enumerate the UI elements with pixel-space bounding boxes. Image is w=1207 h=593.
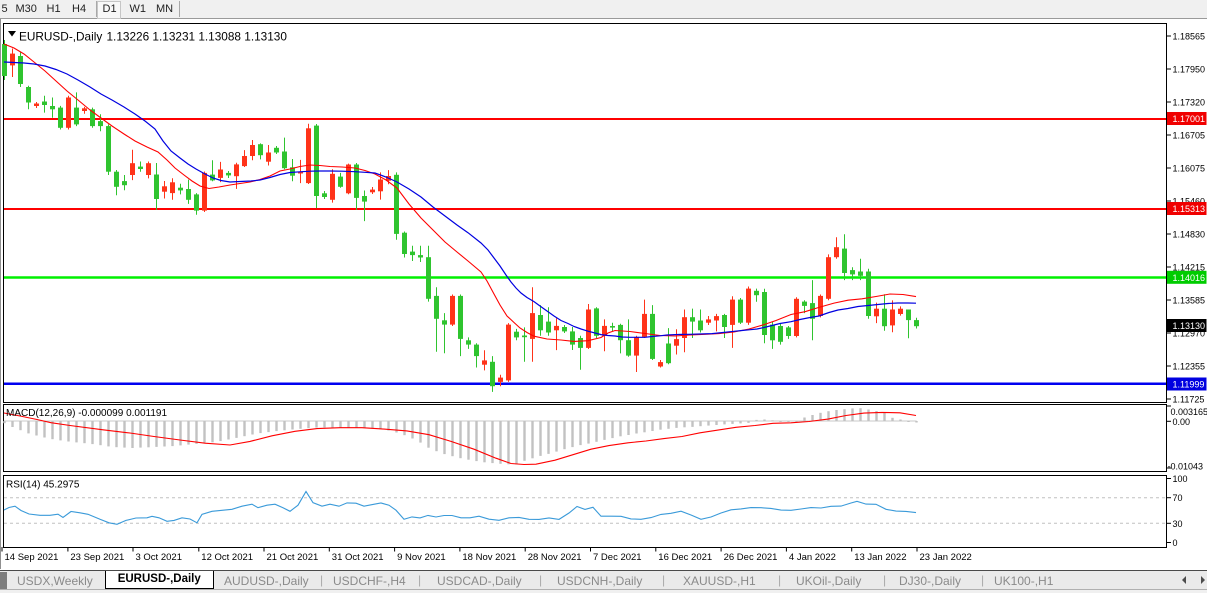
svg-text:MACD(12,26,9) -0.000099 0.0011: MACD(12,26,9) -0.000099 0.001191: [6, 408, 167, 419]
svg-text:23 Jan 2022: 23 Jan 2022: [920, 552, 972, 563]
svg-text:30: 30: [1173, 519, 1183, 529]
svg-text:0.003165: 0.003165: [1171, 407, 1207, 417]
svg-text:1.17950: 1.17950: [1173, 65, 1206, 75]
svg-text:1.11999: 1.11999: [1173, 380, 1205, 390]
svg-text:1.14830: 1.14830: [1173, 230, 1206, 240]
svg-text:1.15460: 1.15460: [1173, 197, 1206, 207]
svg-text:28 Nov 2021: 28 Nov 2021: [528, 552, 582, 563]
svg-text:1.14016: 1.14016: [1173, 273, 1206, 283]
svg-text:RSI(14) 45.2975: RSI(14) 45.2975: [6, 480, 80, 491]
svg-text:23 Sep 2021: 23 Sep 2021: [70, 552, 124, 563]
svg-text:16 Dec 2021: 16 Dec 2021: [658, 552, 712, 563]
svg-text:1.16075: 1.16075: [1173, 164, 1206, 174]
svg-text:12 Oct 2021: 12 Oct 2021: [201, 552, 253, 563]
svg-text:1.13226 1.13231 1.13088 1.1313: 1.13226 1.13231 1.13088 1.13130: [107, 30, 288, 44]
svg-text:21 Oct 2021: 21 Oct 2021: [267, 552, 319, 563]
svg-text:1.11725: 1.11725: [1173, 395, 1205, 405]
svg-text:26 Dec 2021: 26 Dec 2021: [724, 552, 778, 563]
svg-text:0.00: 0.00: [1173, 417, 1191, 427]
svg-text:70: 70: [1173, 493, 1183, 503]
svg-text:-0.01043: -0.01043: [1168, 462, 1204, 472]
svg-text:1.18565: 1.18565: [1173, 32, 1206, 42]
svg-text:1.12970: 1.12970: [1173, 329, 1206, 339]
svg-text:1.14215: 1.14215: [1173, 263, 1206, 273]
svg-text:1.17001: 1.17001: [1173, 114, 1206, 124]
svg-text:1.17320: 1.17320: [1173, 98, 1206, 108]
svg-text:31 Oct 2021: 31 Oct 2021: [332, 552, 384, 563]
svg-text:1.15313: 1.15313: [1173, 204, 1206, 214]
svg-text:13 Jan 2022: 13 Jan 2022: [854, 552, 906, 563]
svg-text:0: 0: [1173, 538, 1178, 548]
svg-text:9 Nov 2021: 9 Nov 2021: [397, 552, 446, 563]
svg-text:18 Nov 2021: 18 Nov 2021: [462, 552, 516, 563]
svg-text:4 Jan 2022: 4 Jan 2022: [789, 552, 836, 563]
svg-text:EURUSD-,Daily: EURUSD-,Daily: [19, 30, 102, 44]
svg-text:1.16705: 1.16705: [1173, 131, 1206, 141]
svg-text:3 Oct 2021: 3 Oct 2021: [136, 552, 182, 563]
svg-text:7 Dec 2021: 7 Dec 2021: [593, 552, 642, 563]
svg-text:1.13130: 1.13130: [1173, 321, 1206, 331]
svg-text:1.13585: 1.13585: [1173, 296, 1206, 306]
svg-text:100: 100: [1173, 474, 1188, 484]
svg-text:14 Sep 2021: 14 Sep 2021: [5, 552, 59, 563]
svg-text:1.12355: 1.12355: [1173, 362, 1206, 372]
